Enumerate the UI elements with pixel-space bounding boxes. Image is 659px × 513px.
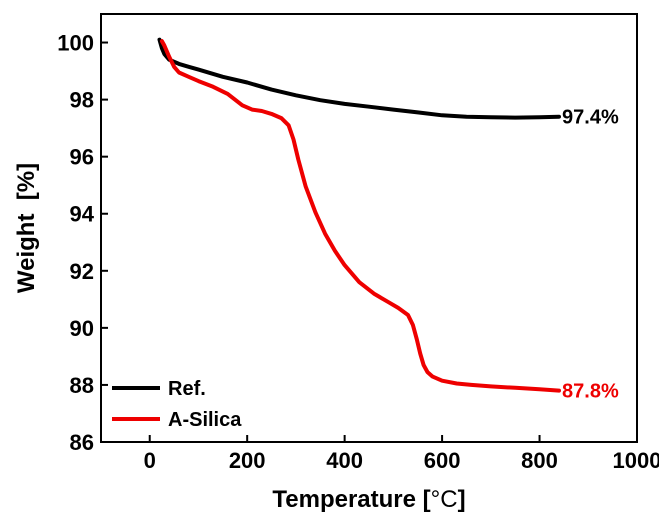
x-tick-label: 800 [521, 448, 558, 473]
x-axis-title: Temperature [°C] [272, 486, 465, 513]
legend-label-ref: Ref. [168, 378, 206, 400]
legend-label-a-silica: A-Silica [168, 409, 242, 431]
y-tick-label: 100 [57, 31, 94, 56]
x-tick-label: 600 [424, 448, 461, 473]
y-tick-label: 92 [70, 259, 94, 284]
y-tick-label: 90 [70, 316, 94, 341]
y-axis-title: Weight [%] [13, 163, 40, 293]
x-axis-title-degree: °C [431, 486, 458, 513]
x-tick-label: 400 [326, 448, 363, 473]
x-tick-label: 1000 [613, 448, 659, 473]
plot-frame [100, 13, 638, 443]
y-tick-label: 94 [70, 202, 95, 227]
series-lines [157, 37, 561, 393]
a-silica-end-label: 87.8% [562, 381, 619, 403]
axis-ticks: 0 200 400 600 800 1000 86 88 90 92 94 96 98 100 [57, 31, 659, 473]
x-axis-title-text: Temperature [ [272, 486, 430, 513]
end-labels: 97.4% 87.8% [562, 107, 619, 403]
y-tick-label: 86 [70, 430, 94, 455]
x-tick-label: 0 [144, 448, 156, 473]
legend: Ref. A-Silica [112, 378, 242, 431]
y-tick-label: 96 [70, 145, 94, 170]
a-silica-curve [159, 39, 561, 393]
x-axis-title-close: ] [458, 486, 466, 513]
y-tick-label: 98 [70, 88, 94, 113]
ref-end-label: 97.4% [562, 107, 619, 129]
x-tick-label: 200 [229, 448, 266, 473]
y-tick-label: 88 [70, 373, 94, 398]
ref-curve [157, 37, 561, 120]
